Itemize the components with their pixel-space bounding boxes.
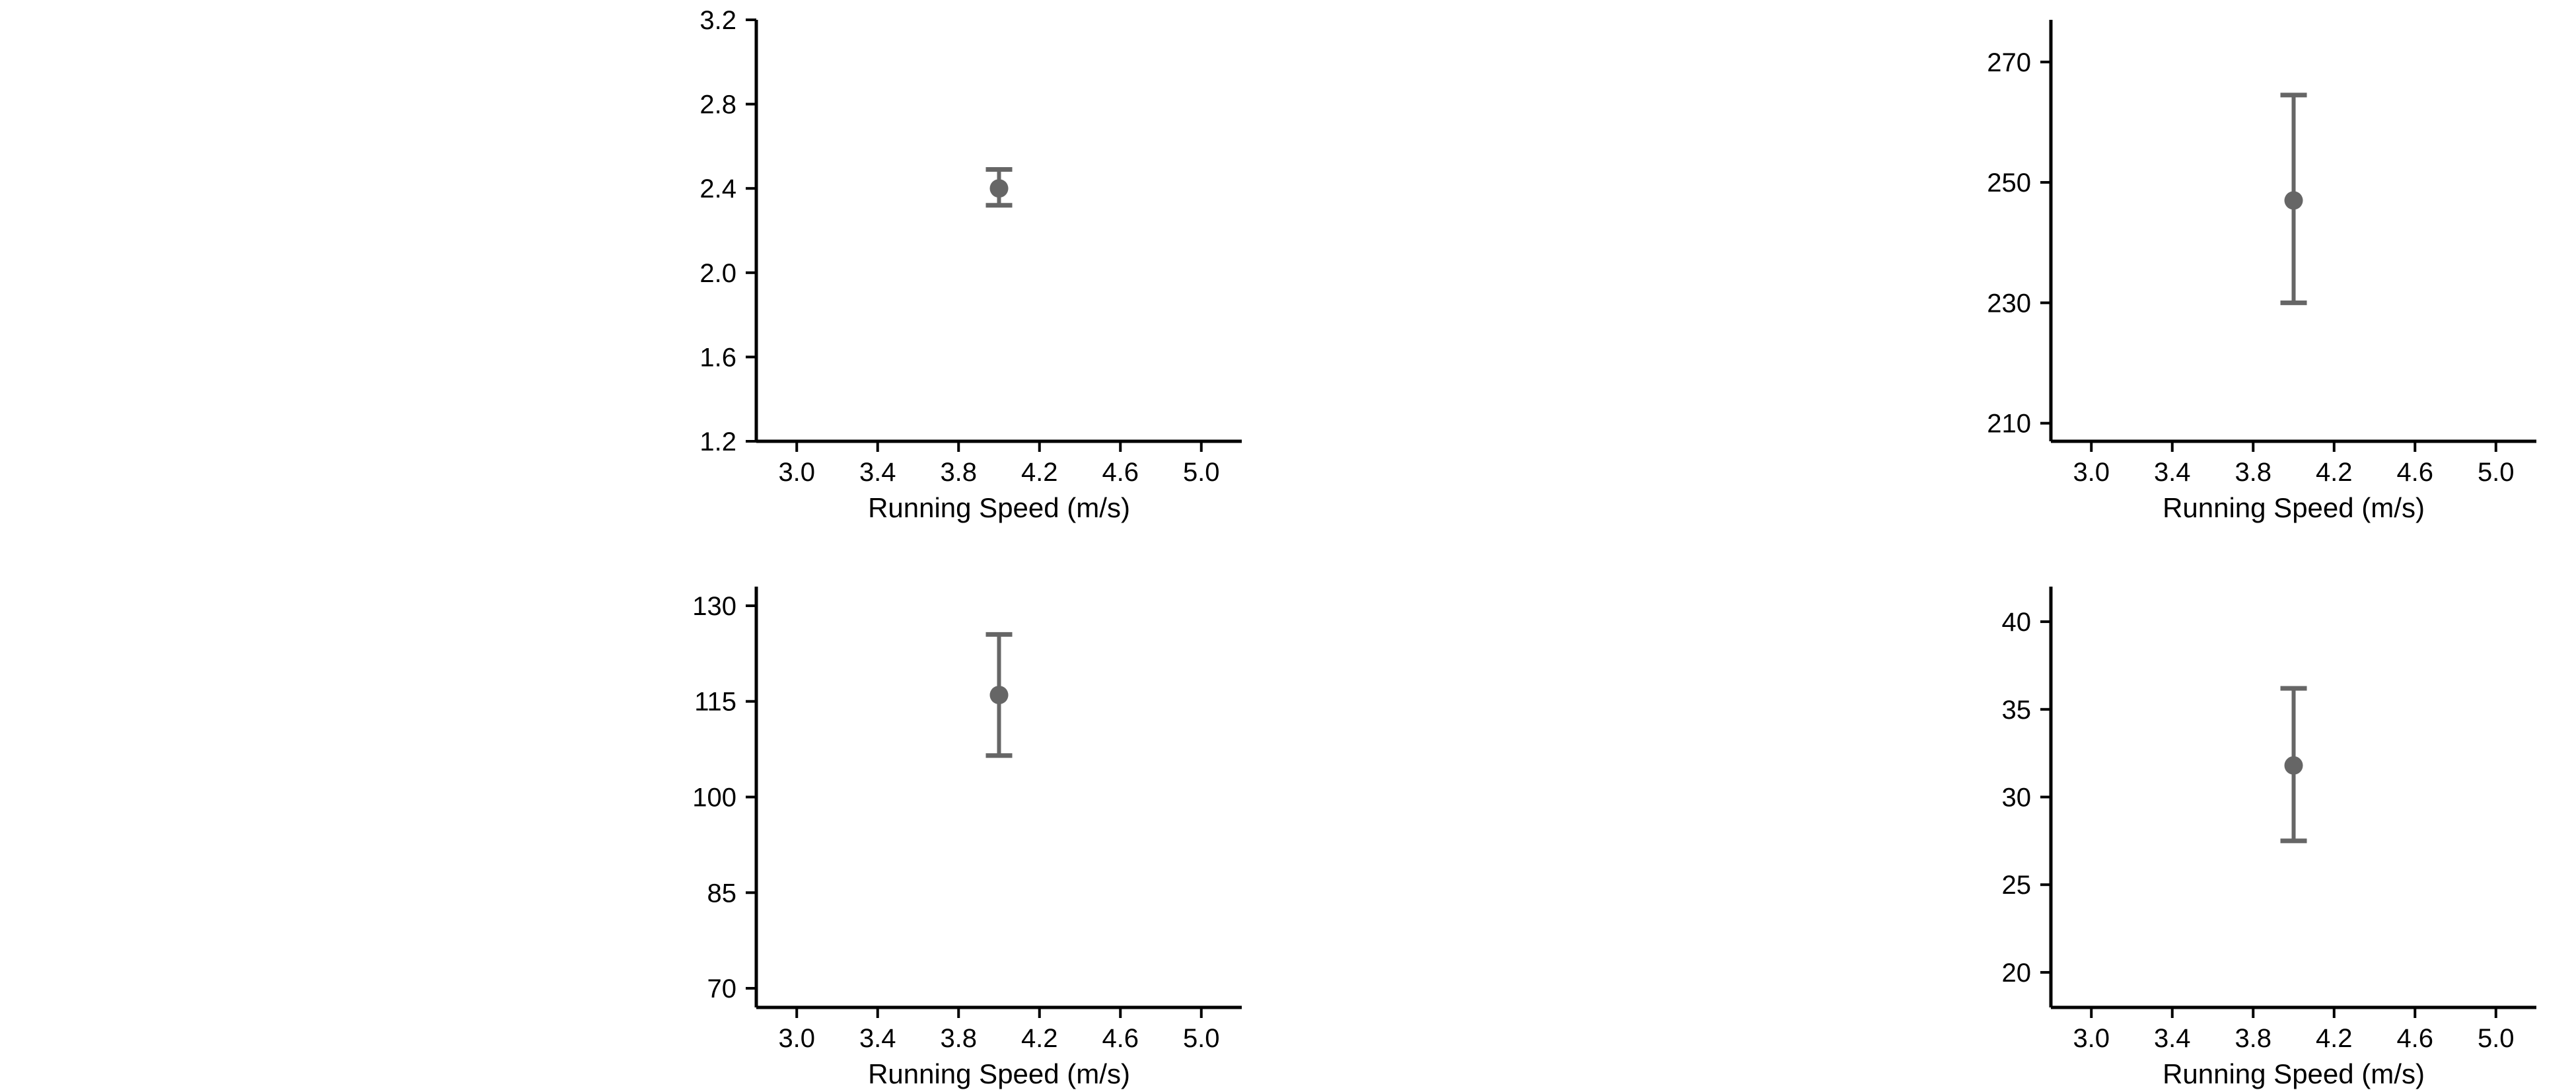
chart-panel-1: 3.0 3.4 3.8 4.2 4.6 5.0 1.2 1.6 2.0 2.4 2.8 3.2 Runn…	[699, 6, 1242, 523]
y-tick-label: 35	[2002, 696, 2032, 725]
x-tick-label: 3.0	[2073, 458, 2110, 487]
data-point	[2284, 756, 2303, 775]
x-tick-label: 3.8	[940, 1024, 977, 1053]
x-tick-label: 5.0	[2478, 458, 2515, 487]
y-tick-label: 85	[707, 879, 737, 908]
y-tick-label: 2.8	[699, 91, 736, 120]
x-tick-label: 3.8	[940, 458, 977, 487]
chart-panel-3: 3.0 3.4 3.8 4.2 4.6 5.0 70 85 100 115 130 Running S…	[692, 587, 1242, 1089]
y-tick-label: 230	[1987, 289, 2031, 318]
y-tick-label: 1.2	[699, 427, 736, 456]
x-tick-label: 3.0	[778, 458, 815, 487]
x-tick-label: 4.6	[1102, 1024, 1139, 1053]
x-tick-label: 3.0	[2073, 1024, 2110, 1053]
y-tick-label: 2.0	[699, 259, 736, 288]
chart-panel-4: 3.0 3.4 3.8 4.2 4.6 5.0 20 25 30 35 40 Running Spee…	[2002, 587, 2536, 1089]
x-tick-label: 3.4	[859, 1024, 896, 1053]
x-tick-label: 4.2	[2316, 1024, 2353, 1053]
x-tick-label: 3.4	[2154, 1024, 2191, 1053]
x-tick-label: 4.2	[2316, 458, 2353, 487]
y-tick-label: 1.6	[699, 343, 736, 372]
x-axis-label: Running Speed (m/s)	[868, 1058, 1130, 1089]
y-tick-label: 270	[1987, 48, 2031, 77]
x-tick-label: 3.8	[2235, 1024, 2272, 1053]
data-point	[2284, 191, 2303, 210]
x-tick-label: 4.2	[1021, 1024, 1058, 1053]
x-tick-label: 3.4	[2154, 458, 2191, 487]
x-axis-label: Running Speed (m/s)	[2163, 1058, 2425, 1089]
y-tick-label: 40	[2002, 608, 2032, 637]
y-tick-label: 250	[1987, 168, 2031, 198]
y-tick-label: 25	[2002, 871, 2032, 900]
x-tick-label: 3.8	[2235, 458, 2272, 487]
y-tick-label: 115	[694, 688, 736, 717]
y-tick-label: 70	[707, 974, 737, 1003]
chart-panel-2: 3.0 3.4 3.8 4.2 4.6 5.0 210 230 250 270 Running Sp…	[1987, 20, 2536, 523]
y-tick-label: 100	[692, 783, 736, 813]
y-tick-label: 130	[692, 592, 736, 621]
x-tick-label: 4.2	[1021, 458, 1058, 487]
x-tick-label: 5.0	[1183, 1024, 1220, 1053]
y-tick-label: 20	[2002, 959, 2032, 988]
y-tick-label: 3.2	[699, 6, 736, 35]
data-point	[989, 179, 1009, 198]
x-tick-label: 3.0	[778, 1024, 815, 1053]
x-tick-label: 4.6	[1102, 458, 1139, 487]
x-tick-label: 4.6	[2396, 1024, 2433, 1053]
x-tick-label: 4.6	[2396, 458, 2433, 487]
x-axis-label: Running Speed (m/s)	[868, 492, 1130, 523]
y-tick-label: 2.4	[699, 174, 736, 203]
x-tick-label: 5.0	[1183, 458, 1220, 487]
x-axis-label: Running Speed (m/s)	[2163, 492, 2425, 523]
data-point	[989, 686, 1009, 705]
x-tick-label: 5.0	[2478, 1024, 2515, 1053]
y-tick-label: 30	[2002, 783, 2032, 813]
x-tick-label: 3.4	[859, 458, 896, 487]
y-tick-label: 210	[1987, 410, 2031, 439]
